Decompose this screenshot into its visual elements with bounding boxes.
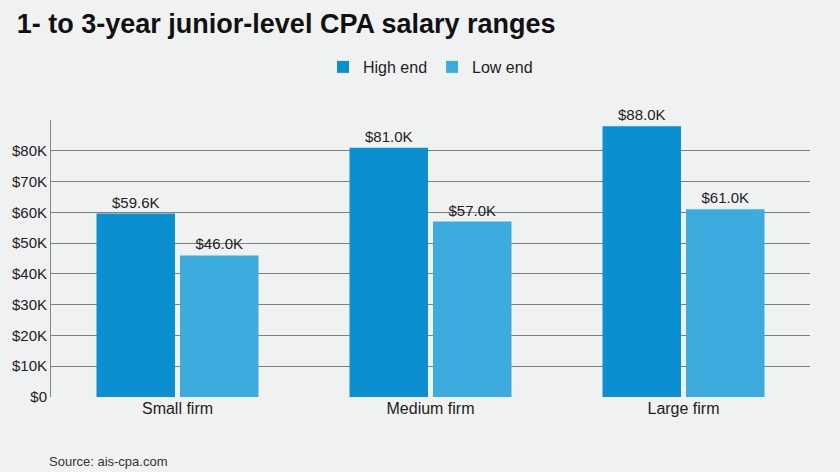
svg-text:$50K: $50K xyxy=(12,234,47,251)
svg-text:$46.0K: $46.0K xyxy=(195,235,243,252)
svg-text:$57.0K: $57.0K xyxy=(448,202,496,219)
svg-text:Low end: Low end xyxy=(472,59,533,76)
svg-text:$20K: $20K xyxy=(12,327,47,344)
svg-text:$61.0K: $61.0K xyxy=(701,189,749,206)
svg-text:$30K: $30K xyxy=(12,296,47,313)
svg-text:$10K: $10K xyxy=(12,357,47,374)
svg-text:Source: ais-cpa.com: Source: ais-cpa.com xyxy=(49,454,168,469)
svg-text:$88.0K: $88.0K xyxy=(618,106,666,123)
svg-text:$70K: $70K xyxy=(12,173,47,190)
svg-text:$81.0K: $81.0K xyxy=(365,128,413,145)
svg-text:High end: High end xyxy=(363,59,427,76)
svg-text:$40K: $40K xyxy=(12,265,47,282)
svg-text:$60K: $60K xyxy=(12,204,47,221)
svg-text:Small firm: Small firm xyxy=(142,400,213,417)
svg-text:$59.6K: $59.6K xyxy=(112,194,160,211)
svg-text:$80K: $80K xyxy=(12,142,47,159)
svg-text:Medium firm: Medium firm xyxy=(386,400,474,417)
svg-text:1- to 3-year junior-level CPA: 1- to 3-year junior-level CPA salary ran… xyxy=(17,9,556,39)
svg-text:$0: $0 xyxy=(30,388,47,405)
svg-text:Large firm: Large firm xyxy=(647,400,719,417)
